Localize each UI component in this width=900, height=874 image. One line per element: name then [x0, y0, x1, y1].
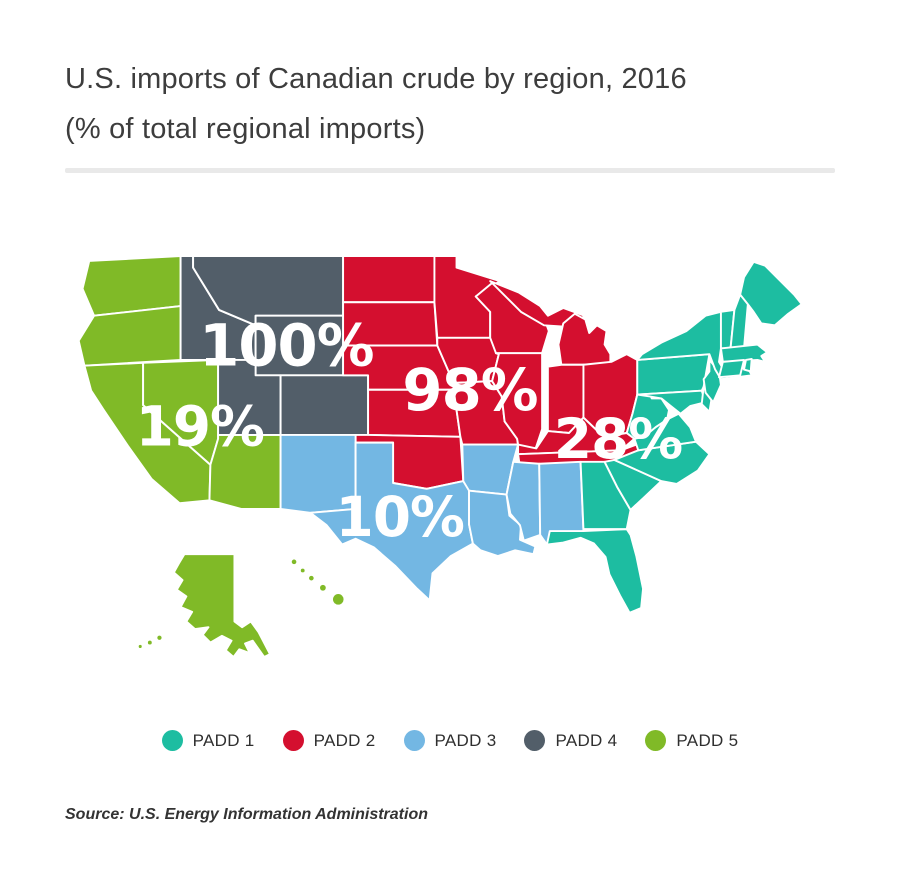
legend-label-padd5: PADD 5	[676, 730, 739, 750]
title-divider	[65, 168, 835, 173]
legend-item-padd1: PADD 1	[161, 730, 255, 751]
chart-subtitle: (% of total regional imports)	[65, 113, 426, 145]
state-rhode-island	[743, 358, 753, 373]
padd5-value-label: 19%	[136, 395, 264, 459]
legend-label-padd4: PADD 4	[555, 730, 618, 750]
padd2-value-label: 98%	[402, 356, 537, 424]
alaska-island	[157, 635, 162, 640]
state-michigan	[557, 312, 612, 366]
alaska-island	[147, 640, 152, 645]
us-choropleth-map: 100% 98% 19% 28% 10%	[46, 207, 844, 709]
alaska-island	[138, 644, 142, 648]
source-attribution: Source: U.S. Energy Information Administ…	[65, 806, 428, 823]
padd3-value-label: 10%	[336, 485, 464, 549]
legend-item-padd5: PADD 5	[645, 730, 738, 751]
state-pennsylvania	[636, 353, 711, 396]
state-colorado	[279, 374, 370, 436]
padd3-swatch-icon	[403, 730, 425, 751]
padd4-value-label: 100%	[199, 312, 373, 380]
legend-item-padd3: PADD 3	[403, 730, 497, 751]
padd1-swatch-icon	[161, 730, 183, 751]
state-michigan-upper	[489, 280, 586, 329]
state-hawaii	[300, 568, 305, 573]
legend-item-padd2: PADD 2	[282, 730, 376, 751]
state-texas	[309, 441, 474, 602]
state-maine	[739, 260, 803, 327]
us-map-svg: 100% 98% 19% 28% 10%	[77, 255, 803, 658]
padd1-value-label: 28%	[554, 407, 682, 471]
state-alaska	[172, 553, 271, 658]
legend-label-padd1: PADD 1	[192, 730, 255, 750]
state-new-york	[636, 310, 753, 381]
state-louisiana	[468, 489, 537, 558]
legend-label-padd2: PADD 2	[313, 730, 376, 750]
legend: PADD 1 PADD 2 PADD 3 PADD 4 PADD 5	[0, 730, 900, 751]
state-oregon	[77, 305, 182, 367]
padd5-swatch-icon	[645, 730, 667, 751]
state-hawaii	[309, 575, 314, 581]
state-north-dakota	[342, 255, 438, 304]
state-hawaii	[332, 594, 344, 605]
legend-item-padd4: PADD 4	[524, 730, 617, 751]
padd4-swatch-icon	[524, 730, 546, 751]
padd2-swatch-icon	[282, 730, 304, 751]
state-new-hampshire	[729, 293, 749, 350]
chart-title: U.S. imports of Canadian crude by region…	[65, 63, 687, 95]
state-hawaii	[320, 584, 326, 591]
state-illinois	[491, 352, 544, 458]
state-connecticut	[718, 358, 745, 379]
state-hawaii	[291, 559, 297, 565]
state-florida	[545, 528, 645, 614]
legend-label-padd3: PADD 3	[434, 730, 497, 750]
